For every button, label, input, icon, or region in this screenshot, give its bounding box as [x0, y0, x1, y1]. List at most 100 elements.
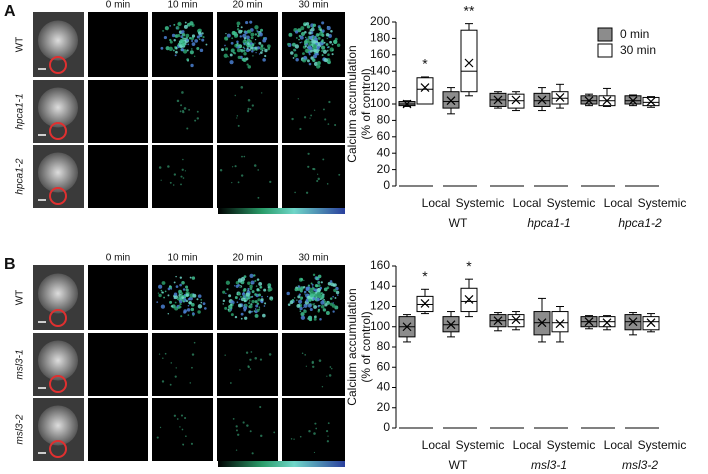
fluorescence-signal: [234, 296, 238, 300]
fluorescence-signal: [303, 116, 307, 119]
fluorescence-signal: [243, 275, 247, 278]
fluorescence-signal: [185, 293, 189, 297]
fluorescence-signal: [324, 118, 327, 121]
fluorescence-signal: [266, 295, 269, 298]
fluorescence-signal: [267, 283, 272, 287]
fluorescence-signal: [327, 435, 329, 437]
fluorescence-signal: [246, 63, 249, 66]
group-label: msl3-2: [622, 458, 658, 472]
imaging-frame: [282, 398, 345, 461]
imaging-frame: [88, 145, 148, 208]
fluorescence-signal: [319, 298, 322, 301]
fluorescence-signal: [321, 54, 324, 57]
fluorescence-signal: [312, 273, 316, 277]
fluorescence-signal: [186, 49, 189, 52]
fluorescence-signal: [238, 298, 241, 300]
x-tick-label: Systemic: [547, 438, 596, 452]
fluorescence-signal: [326, 26, 331, 31]
fluorescence-signal: [257, 196, 260, 199]
fluorescence-signal: [197, 294, 202, 298]
significance-mark: **: [464, 2, 475, 18]
group-label: hpca1-2: [618, 216, 662, 230]
fluorescence-signal: [315, 427, 318, 430]
fluorescence-signal: [245, 351, 249, 354]
mean-marker: [493, 316, 503, 326]
fluorescence-signal: [183, 295, 187, 299]
fluorescence-signal: [227, 308, 230, 311]
fluorescence-signal: [160, 289, 163, 292]
fluorescence-signal: [305, 191, 309, 194]
fluorescence-signal: [267, 47, 270, 51]
box: [551, 311, 569, 333]
imaging-frame: [282, 333, 345, 396]
fluorescence-signal: [261, 49, 264, 52]
fluorescence-signal: [164, 290, 167, 293]
y-tick-label: 200: [370, 14, 390, 28]
time-label: 30 min: [298, 253, 328, 264]
mean-marker: [537, 318, 547, 328]
box: [507, 314, 525, 328]
fluorescence-signal: [236, 301, 239, 304]
fluorescence-signal: [313, 317, 317, 321]
fluorescence-signal: [163, 296, 165, 299]
fluorescence-signal: [196, 47, 200, 51]
group-label: WT: [449, 458, 468, 472]
fluorescence-signal: [194, 119, 197, 122]
fluorescence-signal: [332, 310, 335, 313]
fluorescence-signal: [305, 38, 308, 41]
y-tick-label: 140: [370, 278, 390, 292]
fluorescence-signal: [303, 279, 305, 282]
fluorescence-signal: [250, 36, 254, 40]
fluorescence-signal: [329, 297, 333, 300]
fluorescence-signal: [189, 50, 194, 55]
fluorescence-signal: [260, 434, 263, 438]
x-tick-label: Local: [422, 196, 451, 210]
fluorescence-signal: [269, 180, 272, 184]
fluorescence-signal: [180, 175, 183, 178]
fluorescence-signal: [169, 25, 172, 27]
fluorescence-signal: [191, 353, 195, 356]
fluorescence-signal: [180, 292, 184, 295]
y-axis-title: Calcium accumulation: [345, 45, 359, 162]
fluorescence-signal: [249, 273, 254, 278]
fluorescence-signal: [237, 278, 243, 283]
y-tick-label: 80: [377, 339, 391, 353]
fluorescence-signal: [182, 177, 185, 179]
mean-marker: [602, 318, 612, 328]
fluorescence-signal: [309, 49, 313, 53]
fluorescence-signal: [323, 287, 328, 292]
fluorescence-signal: [182, 109, 185, 112]
fluorescence-signal: [235, 449, 238, 451]
fluorescence-signal: [314, 35, 317, 38]
fluorescence-signal: [247, 289, 249, 292]
legend-label: 30 min: [620, 43, 656, 57]
fluorescence-signal: [180, 35, 183, 38]
fluorescence-signal: [258, 308, 261, 310]
x-tick-label: Local: [513, 196, 542, 210]
fluorescence-signal: [194, 39, 199, 43]
y-tick-label: 180: [370, 31, 390, 45]
fluorescence-signal: [247, 107, 250, 110]
fluorescence-signal: [331, 53, 334, 56]
fluorescence-signal: [170, 362, 173, 364]
x-tick-label: Systemic: [547, 196, 596, 210]
fluorescence-signal: [169, 300, 173, 304]
fluorescence-signal: [327, 53, 330, 56]
fluorescence-signal: [235, 281, 240, 285]
fluorescence-signal: [301, 352, 304, 354]
fluorescence-signal: [196, 35, 200, 39]
fluorescence-signal: [193, 341, 196, 344]
fluorescence-signal: [309, 293, 314, 298]
fluorescence-signal: [183, 309, 188, 313]
fluorescence-signal: [304, 293, 306, 295]
time-label: 10 min: [167, 0, 197, 11]
fluorescence-signal: [326, 46, 329, 49]
fluorescence-signal: [313, 432, 316, 435]
fluorescence-signal: [263, 288, 267, 292]
fluorescence-signal: [317, 274, 322, 279]
fluorescence-signal: [191, 276, 196, 280]
y-tick-label: 100: [370, 319, 390, 333]
fluorescence-signal: [331, 43, 334, 46]
fluorescence-signal: [190, 36, 195, 41]
fluorescence-signal: [321, 33, 325, 37]
